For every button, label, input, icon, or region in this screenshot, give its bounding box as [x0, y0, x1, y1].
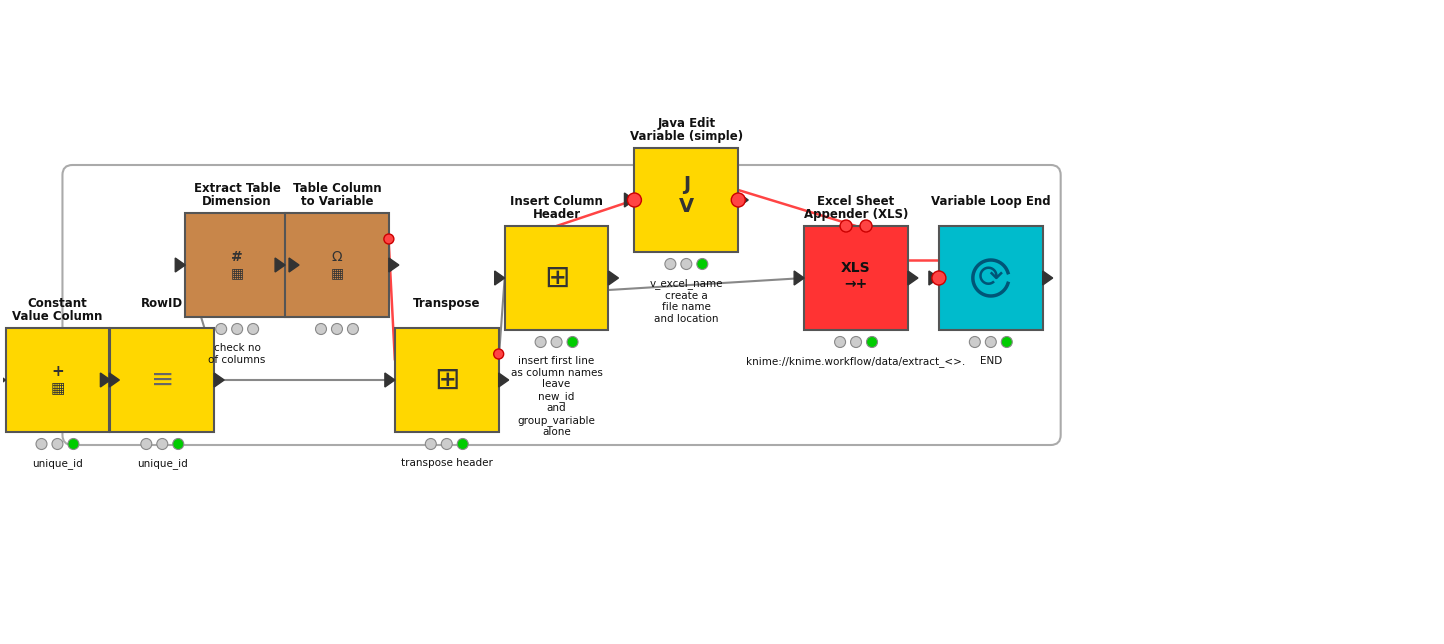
Circle shape — [173, 439, 183, 450]
Circle shape — [442, 439, 452, 450]
Circle shape — [426, 439, 436, 450]
Circle shape — [840, 220, 852, 232]
Text: ⟳: ⟳ — [978, 263, 1004, 292]
Polygon shape — [214, 373, 224, 387]
FancyBboxPatch shape — [504, 226, 608, 330]
Polygon shape — [928, 271, 939, 285]
Text: Dimension: Dimension — [202, 195, 271, 208]
Text: unique_id: unique_id — [32, 458, 82, 469]
Text: Header: Header — [533, 208, 580, 221]
FancyBboxPatch shape — [6, 328, 110, 432]
Circle shape — [536, 337, 546, 348]
FancyBboxPatch shape — [394, 328, 498, 432]
Text: Variable (simple): Variable (simple) — [630, 130, 742, 143]
Text: unique_id: unique_id — [137, 458, 188, 469]
Circle shape — [851, 337, 862, 348]
Text: ⊞: ⊞ — [435, 366, 459, 395]
Circle shape — [36, 439, 48, 450]
Text: +
▦: + ▦ — [51, 364, 65, 396]
Text: Appender (XLS): Appender (XLS) — [804, 208, 908, 221]
Text: Constant: Constant — [27, 297, 87, 310]
Circle shape — [494, 349, 504, 359]
Text: transpose header: transpose header — [401, 458, 492, 468]
Circle shape — [52, 439, 64, 450]
Polygon shape — [1043, 271, 1053, 285]
FancyBboxPatch shape — [634, 148, 738, 252]
Polygon shape — [738, 193, 748, 207]
Circle shape — [142, 439, 152, 450]
Circle shape — [731, 193, 745, 207]
Circle shape — [697, 258, 708, 269]
Text: Ω
▦: Ω ▦ — [331, 250, 344, 280]
Circle shape — [1001, 337, 1012, 348]
Text: Java Edit: Java Edit — [657, 117, 715, 130]
Circle shape — [567, 337, 578, 348]
Circle shape — [247, 323, 258, 334]
Text: XLS
→+: XLS →+ — [842, 261, 871, 291]
Text: ≡: ≡ — [150, 366, 173, 394]
Polygon shape — [794, 271, 804, 285]
Circle shape — [384, 234, 394, 244]
Circle shape — [664, 258, 676, 269]
Text: ⊞: ⊞ — [544, 263, 569, 292]
Circle shape — [969, 337, 980, 348]
Circle shape — [682, 258, 692, 269]
Text: Table Column: Table Column — [293, 182, 381, 195]
Text: J
V: J V — [679, 175, 695, 216]
Circle shape — [68, 439, 79, 450]
Polygon shape — [608, 271, 618, 285]
Circle shape — [985, 337, 996, 348]
Text: Extract Table: Extract Table — [193, 182, 280, 195]
Polygon shape — [0, 373, 6, 387]
Polygon shape — [498, 373, 508, 387]
Text: RowID: RowID — [142, 297, 183, 310]
Text: v_excel_name
create a
file name
and location: v_excel_name create a file name and loca… — [650, 278, 723, 324]
Polygon shape — [624, 193, 634, 207]
Text: Transpose: Transpose — [413, 297, 481, 310]
Text: Insert Column: Insert Column — [510, 195, 604, 208]
Circle shape — [157, 439, 168, 450]
Circle shape — [552, 337, 562, 348]
Polygon shape — [289, 258, 299, 272]
Polygon shape — [110, 373, 120, 387]
FancyBboxPatch shape — [939, 226, 1043, 330]
Text: Variable Loop End: Variable Loop End — [931, 195, 1051, 208]
Circle shape — [931, 271, 946, 285]
Polygon shape — [101, 373, 110, 387]
Circle shape — [215, 323, 227, 334]
Text: insert first line
as column names
leave
new_id
and
group_variable
alone: insert first line as column names leave … — [511, 356, 602, 437]
Text: Value Column: Value Column — [13, 310, 103, 323]
Circle shape — [861, 220, 872, 232]
Circle shape — [231, 323, 243, 334]
FancyBboxPatch shape — [804, 226, 908, 330]
Polygon shape — [386, 373, 394, 387]
Circle shape — [835, 337, 846, 348]
Text: Excel Sheet: Excel Sheet — [817, 195, 895, 208]
Polygon shape — [175, 258, 185, 272]
FancyBboxPatch shape — [110, 328, 214, 432]
Polygon shape — [495, 271, 504, 285]
Text: check no
of columns: check no of columns — [208, 343, 266, 365]
Circle shape — [348, 323, 358, 334]
Circle shape — [458, 439, 468, 450]
FancyBboxPatch shape — [284, 213, 388, 317]
Text: knime://knime.workflow/data/extract_<>.: knime://knime.workflow/data/extract_<>. — [747, 356, 966, 367]
Text: #
▦: # ▦ — [231, 250, 244, 280]
Circle shape — [866, 337, 878, 348]
Text: END: END — [979, 356, 1002, 366]
Circle shape — [628, 193, 641, 207]
Polygon shape — [274, 258, 284, 272]
Text: to Variable: to Variable — [300, 195, 373, 208]
Circle shape — [332, 323, 342, 334]
FancyBboxPatch shape — [185, 213, 289, 317]
Polygon shape — [908, 271, 918, 285]
Polygon shape — [388, 258, 399, 272]
Circle shape — [315, 323, 326, 334]
